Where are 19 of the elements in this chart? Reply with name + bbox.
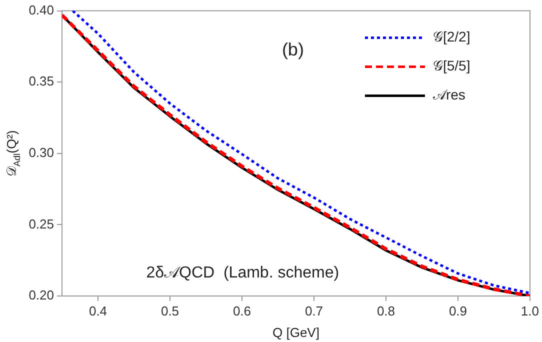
x-tick-label: 0.5	[160, 303, 180, 318]
annotation: (b)	[282, 40, 304, 60]
y-tick-label: 0.40	[28, 2, 54, 18]
y-tick-label: 0.35	[28, 74, 54, 89]
legend-label: 𝒢[2/2]	[432, 28, 470, 45]
x-tick-label: 0.7	[304, 303, 324, 318]
x-tick-label: 0.8	[376, 303, 396, 318]
x-tick-label: 0.4	[88, 303, 108, 318]
y-tick-label: 0.20	[28, 288, 54, 303]
y-tick-label: 0.30	[28, 144, 54, 160]
x-axis-title: Q [GeV]	[272, 325, 320, 340]
legend-label: 𝒢[5/5]	[432, 58, 470, 74]
legend-label: 𝒜res	[432, 86, 466, 103]
x-tick-label: 0.9	[448, 303, 468, 318]
annotation: 2δ𝒜QCD (Lamb. scheme)	[146, 264, 340, 282]
y-tick-label: 0.25	[28, 216, 54, 232]
x-tick-label: 0.6	[232, 303, 252, 318]
y-axis-title: 𝒟Adl(Q²)	[4, 130, 22, 177]
x-tick-label: 1.0	[520, 303, 540, 318]
